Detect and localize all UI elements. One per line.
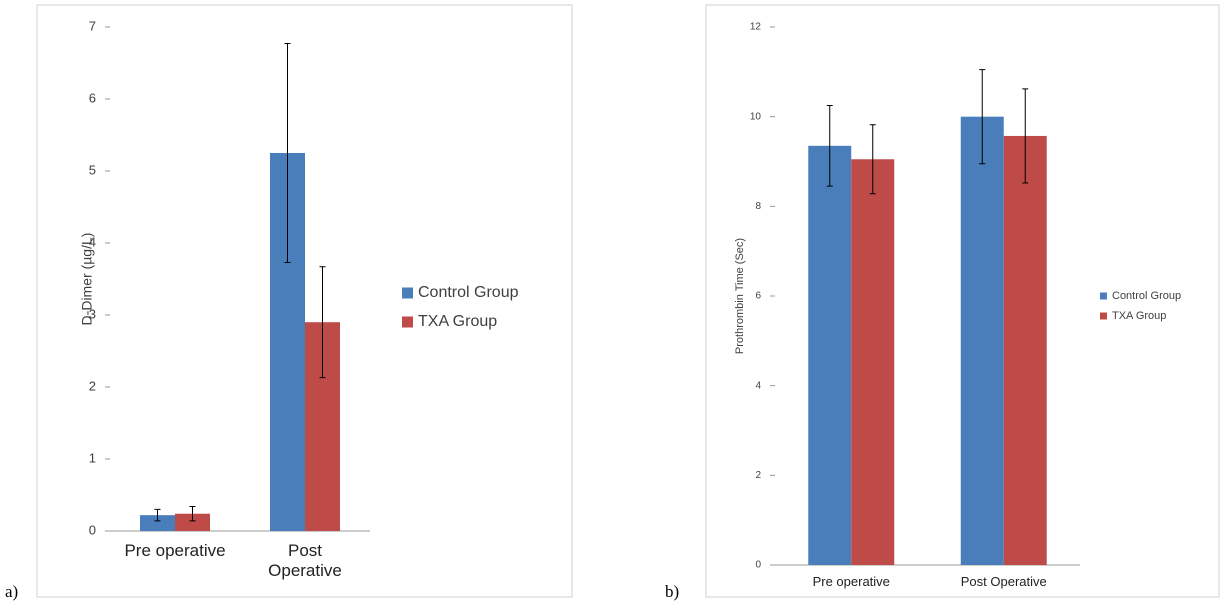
y-tick-label: 8: [755, 201, 761, 212]
y-tick-label: 1: [89, 450, 96, 465]
page: {"chart_data": [ {"type": "bar", "panel_…: [0, 0, 1220, 603]
legend-label: Control Group: [418, 284, 519, 301]
legend-swatch: [402, 288, 413, 299]
y-tick-label: 12: [750, 22, 762, 33]
y-tick-label: 2: [89, 378, 96, 393]
panel-label: b): [665, 582, 679, 602]
x-tick-label: Post Operative: [934, 575, 1074, 590]
legend-label: TXA Group: [1112, 310, 1166, 322]
bar: [961, 117, 1004, 565]
x-tick-label: Pre operative: [120, 541, 230, 561]
y-tick-label: 5: [89, 162, 96, 177]
y-tick-label: 10: [750, 111, 762, 122]
y-axis-title: Prothrombin Time (Sec): [734, 238, 746, 354]
bar: [851, 159, 894, 565]
y-tick-label: 0: [89, 522, 96, 537]
x-tick-label: Post Operative: [250, 541, 360, 580]
legend-label: TXA Group: [418, 313, 497, 330]
y-tick-label: 4: [755, 380, 761, 391]
legend-label: Control Group: [1112, 290, 1181, 302]
legend-swatch: [1100, 293, 1107, 300]
y-tick-label: 6: [89, 90, 96, 105]
y-tick-label: 6: [755, 291, 761, 302]
chart-canvas: 01234567Control GroupTXA GroupD-Dimer (µ…: [0, 0, 1220, 603]
panel-label: a): [5, 582, 18, 602]
x-tick-label: Pre operative: [781, 575, 921, 590]
legend-swatch: [402, 317, 413, 328]
bar: [1004, 136, 1047, 565]
y-tick-label: 7: [89, 18, 96, 33]
bar: [808, 146, 851, 565]
y-axis-title: D-Dimer (µg/L): [79, 233, 95, 326]
y-tick-label: 2: [755, 470, 761, 481]
legend-swatch: [1100, 313, 1107, 320]
y-tick-label: 0: [755, 560, 761, 571]
